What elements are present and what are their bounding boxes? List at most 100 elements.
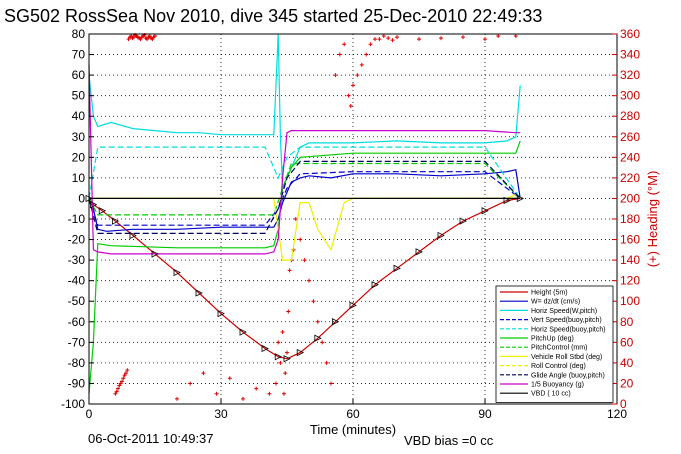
heading-point	[311, 299, 316, 304]
heading-point	[150, 37, 155, 42]
height-marker	[261, 344, 269, 353]
height-marker	[437, 231, 445, 240]
right-tick-label: 140	[620, 253, 640, 267]
height-marker	[217, 309, 225, 318]
right-tick-label: 160	[620, 233, 640, 247]
right-axis-ticks: 3603403203002802602402202001801601401201…	[612, 27, 640, 411]
height-marker	[459, 217, 467, 225]
heading-point	[120, 379, 124, 384]
height-marker	[332, 318, 340, 326]
heading-point	[118, 381, 123, 386]
height-marker	[283, 355, 291, 363]
right-tick-label: 260	[620, 130, 640, 144]
height-marker	[296, 348, 305, 357]
x-axis-ticks: 0 30 60 90 120	[86, 399, 627, 421]
heading-point	[175, 396, 179, 401]
heading-point	[315, 319, 320, 324]
right-tick-label: 240	[620, 150, 640, 164]
legend: Height (5m) W= dz/dt (cm/s) Horiz Speed(W,…	[495, 285, 614, 403]
height-marker	[349, 301, 357, 309]
heading-point	[123, 371, 128, 376]
y-tick-label: 20	[72, 150, 86, 164]
y-tick-label: 50	[72, 89, 86, 103]
height-marker	[415, 248, 423, 256]
right-tick-label: 100	[620, 294, 640, 308]
height-marker	[90, 200, 98, 209]
x-tick-label: 120	[607, 407, 627, 421]
heading-point	[333, 73, 338, 78]
heading-point	[114, 389, 119, 394]
right-axis-label: (+) Heading (°M)	[645, 171, 660, 268]
y-tick-label: 30	[72, 130, 86, 144]
heading-point	[337, 52, 342, 57]
heading-point	[214, 391, 219, 396]
right-tick-label: 180	[620, 212, 640, 226]
heading-point	[113, 391, 118, 396]
heading-point	[417, 37, 421, 42]
legend-label: Roll Control (deg)	[531, 363, 586, 370]
heading-point	[285, 350, 289, 355]
y-tick-label: 80	[72, 27, 86, 41]
height-marker	[151, 250, 159, 258]
heading-point	[373, 37, 377, 42]
y-tick-label: -90	[68, 376, 86, 390]
heading-point	[145, 37, 150, 42]
height-marker	[314, 334, 322, 342]
height-marker	[239, 328, 247, 336]
footer-vbd-bias: VBD bias =0 cc	[404, 433, 494, 448]
y-tick-label: -100	[61, 397, 85, 411]
height-marker	[371, 281, 379, 289]
legend-box	[495, 285, 614, 403]
heading-point	[188, 381, 193, 386]
heading-point	[355, 73, 360, 78]
right-tick-label: 120	[620, 274, 640, 288]
footer-timestamp: 06-Oct-2011 10:49:37	[88, 431, 214, 446]
heading-point	[274, 381, 278, 386]
heading-point	[201, 371, 206, 376]
heading-point	[351, 83, 355, 88]
legend-label: 1/5 Buoyancy (g)	[531, 382, 584, 389]
height-marker	[112, 217, 120, 225]
x-tick-label: 60	[346, 407, 360, 421]
right-tick-label: 60	[620, 335, 634, 349]
heading-point	[117, 383, 122, 388]
heading-point	[368, 42, 373, 47]
heading-point	[276, 340, 281, 345]
height-marker	[195, 289, 203, 297]
legend-label: PitchControl (mm)	[531, 345, 587, 352]
height-marker	[129, 231, 137, 240]
heading-point	[126, 37, 131, 42]
y-axis-ticks: 80 70 60 50 40 30 20 10 0 -10 -20 -30 -40 -50 -60 -70 -8…	[61, 27, 94, 411]
height-marker	[516, 194, 525, 203]
heading-point	[439, 36, 443, 41]
heading-point	[307, 278, 311, 283]
heading-point	[395, 35, 399, 40]
y-tick-label: 40	[72, 109, 86, 123]
series-line-glide-angle-buoy-pitch	[88, 160, 521, 234]
heading-point	[496, 34, 501, 39]
right-tick-label: 220	[620, 171, 640, 185]
x-tick-label: 0	[86, 407, 93, 421]
heading-point	[483, 37, 487, 42]
height-marker	[503, 196, 511, 205]
heading-point	[320, 340, 325, 345]
heading-point	[286, 309, 291, 314]
legend-label: VBD ( 10 cc)	[531, 391, 571, 398]
heading-point	[278, 360, 283, 365]
y-tick-label: -10	[68, 212, 86, 226]
heading-point	[153, 34, 157, 39]
legend-label: Vert Speed(buoy,pitch)	[531, 317, 602, 324]
series-line-height-5m	[88, 197, 521, 360]
heading-point	[348, 103, 353, 108]
height-marker	[173, 268, 181, 277]
legend-label: Vehicle Roll Stbd (deg)	[531, 354, 602, 361]
x-axis-label: Time (minutes)	[310, 422, 396, 437]
height-marker	[98, 207, 107, 215]
heading-point	[329, 381, 333, 386]
series-line-pitchcontrol-mm	[88, 162, 521, 216]
heading-point	[122, 373, 127, 378]
heading-point	[287, 268, 292, 273]
heading-point	[381, 34, 386, 39]
heading-point	[267, 391, 272, 396]
